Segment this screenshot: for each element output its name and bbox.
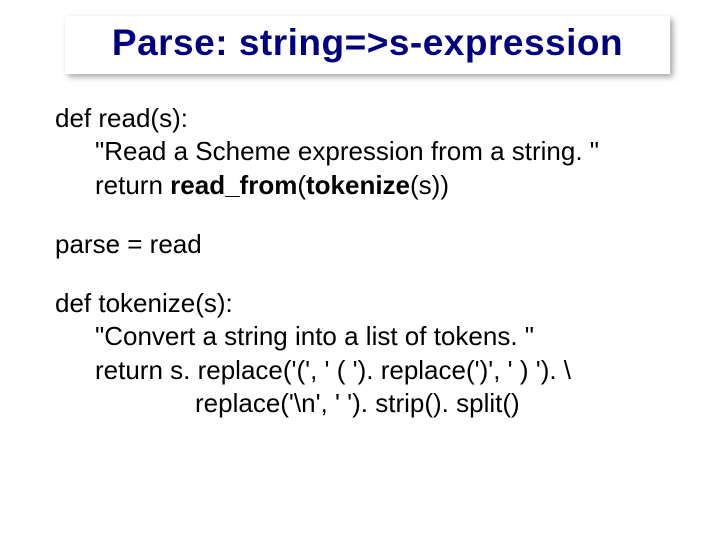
title-container: Parse: string=>s-expression	[65, 16, 670, 74]
code-line: "Read a Scheme expression from a string.…	[55, 135, 670, 168]
code-block-tokenize: def tokenize(s): "Convert a string into …	[55, 287, 670, 420]
code-bold: read_from	[170, 170, 297, 200]
code-area: def read(s): "Read a Scheme expression f…	[55, 102, 670, 420]
code-text: (s))	[410, 170, 449, 200]
code-block-read: def read(s): "Read a Scheme expression f…	[55, 102, 670, 202]
code-line: def read(s):	[55, 102, 670, 135]
code-block-parse: parse = read	[55, 228, 670, 261]
slide: Parse: string=>s-expression def read(s):…	[0, 16, 720, 556]
code-bold: tokenize	[306, 170, 410, 200]
code-text: return	[95, 170, 170, 200]
code-line: parse = read	[55, 228, 670, 261]
code-line: def tokenize(s):	[55, 287, 670, 320]
slide-title: Parse: string=>s-expression	[112, 22, 623, 63]
code-line: return read_from(tokenize(s))	[55, 169, 670, 202]
code-line: return s. replace('(', ' ( '). replace('…	[55, 354, 670, 387]
code-text: (	[297, 170, 306, 200]
code-line: replace('\n', ' '). strip(). split()	[55, 387, 670, 420]
code-line: "Convert a string into a list of tokens.…	[55, 320, 670, 353]
